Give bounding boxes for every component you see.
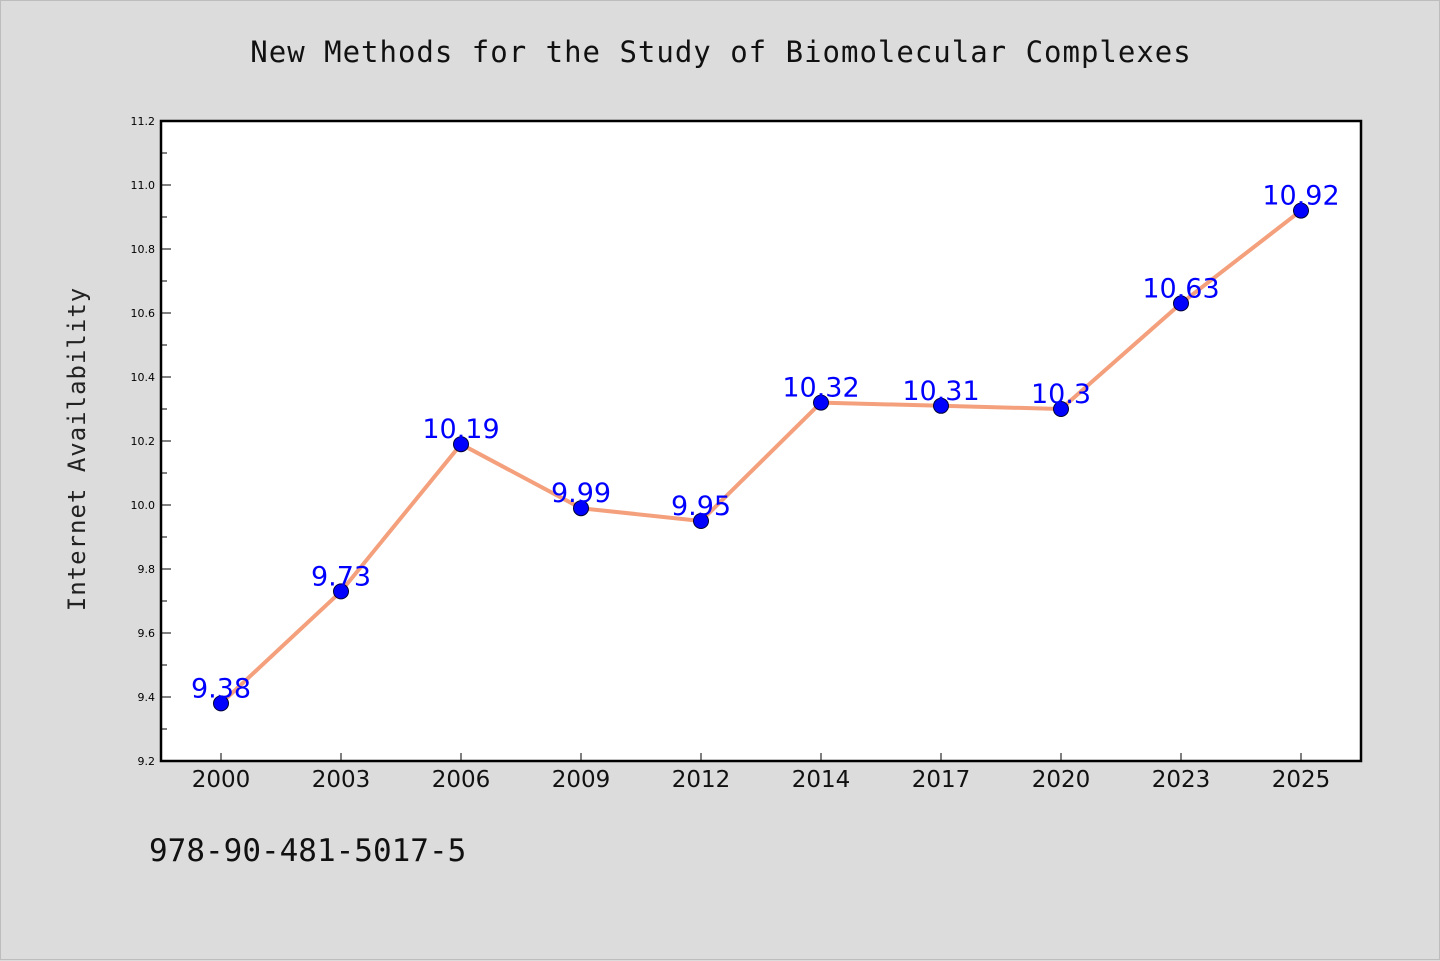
x-tick-label: 2020 — [1032, 767, 1091, 793]
y-tick-label: 10.6 — [131, 307, 156, 320]
data-label: 10.19 — [422, 414, 499, 445]
y-tick-label: 10.8 — [131, 243, 156, 256]
x-tick-label: 2003 — [312, 767, 371, 793]
data-point — [1173, 295, 1189, 312]
data-label: 9.73 — [311, 561, 371, 592]
data-point — [213, 695, 229, 712]
data-label: 9.99 — [551, 478, 611, 509]
isbn-text: 978-90-481-5017-5 — [149, 833, 467, 869]
data-point — [1053, 401, 1069, 417]
plot-frame — [159, 119, 1363, 763]
y-tick-label: 9.6 — [138, 627, 156, 640]
data-label: 10.32 — [782, 373, 859, 404]
data-point — [693, 513, 709, 529]
y-tick-label: 9.4 — [138, 691, 156, 704]
y-tick-label: 11.2 — [131, 115, 156, 128]
y-tick-label: 11.0 — [131, 179, 156, 192]
y-tick-label: 10.4 — [131, 371, 156, 384]
x-tick-label: 2023 — [1152, 767, 1211, 793]
data-label: 9.38 — [191, 673, 251, 704]
y-tick-label: 9.8 — [138, 563, 156, 576]
x-tick-label: 2009 — [552, 767, 611, 793]
y-tick-label: 10.0 — [131, 499, 156, 512]
x-tick-label: 2014 — [792, 767, 851, 793]
x-tick-label: 2000 — [192, 767, 251, 793]
x-tick-label: 2025 — [1272, 767, 1331, 793]
chart-title: New Methods for the Study of Biomolecula… — [250, 35, 1192, 69]
data-point — [573, 500, 589, 517]
data-point — [1293, 202, 1309, 219]
data-label: 10.31 — [902, 376, 979, 407]
series-line — [219, 208, 1303, 706]
data-label: 10.92 — [1262, 181, 1339, 212]
data-point — [933, 397, 949, 414]
x-tick-label: 2006 — [432, 767, 491, 793]
y-tick-label: 9.2 — [138, 755, 156, 768]
data-point — [453, 436, 469, 453]
data-label: 9.95 — [671, 491, 731, 522]
x-tick-label: 2017 — [912, 767, 971, 793]
data-label: 10.3 — [1031, 379, 1091, 410]
plot-area — [161, 121, 1361, 761]
data-point — [333, 583, 349, 600]
y-tick-label: 10.2 — [131, 435, 156, 448]
x-tick-label: 2012 — [672, 767, 731, 793]
data-label: 10.63 — [1142, 273, 1219, 304]
data-point — [813, 394, 829, 411]
